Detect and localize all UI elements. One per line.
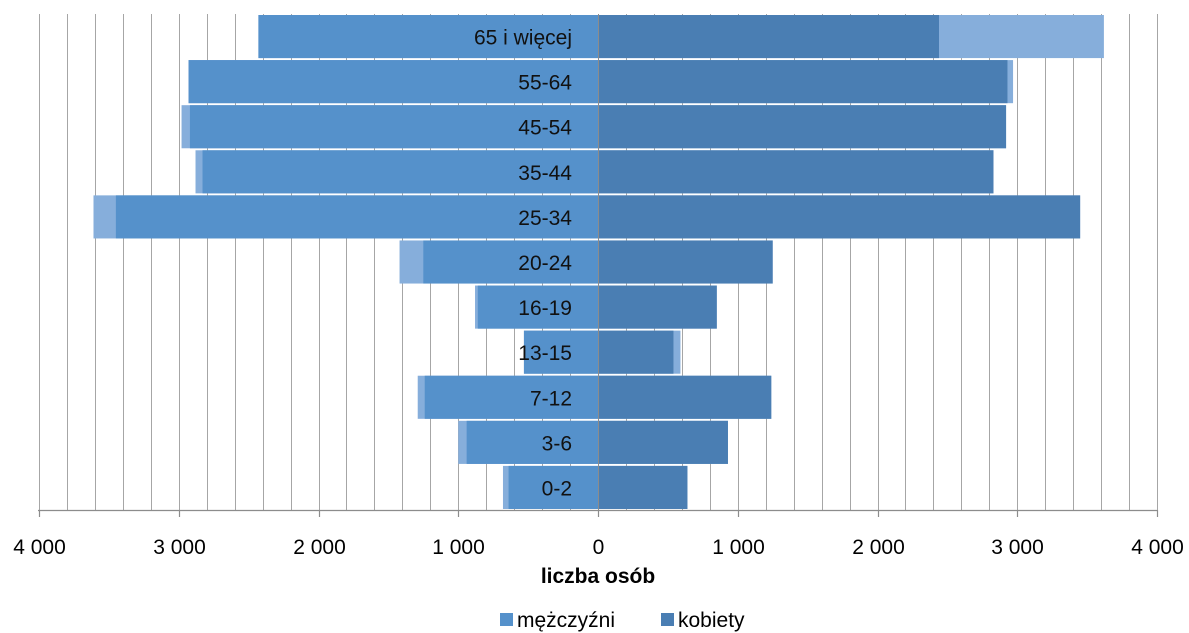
bars [93,15,1104,509]
bar-kobiety [598,465,688,509]
x-tick-label: 0 [593,536,605,559]
bar-mezczyzni [188,60,598,104]
bar-mezczyzni [423,240,598,284]
bar-mezczyzni [202,150,598,194]
bar-kobiety [598,375,772,419]
legend-swatch-mezczyzni [500,613,513,626]
bar-mezczyzni [424,375,598,419]
bar-kobiety [598,285,717,329]
x-tick-label: 3 000 [153,536,206,559]
bar-kobiety [598,105,1007,149]
bar-mezczyzni [258,15,598,59]
category-label: 3-6 [542,432,572,455]
x-tick-label: 1 000 [432,536,485,559]
bar-mezczyzni [523,330,598,374]
bar-kobiety [598,60,1008,104]
bar-mezczyzni [466,420,598,464]
category-label: 20-24 [518,252,572,275]
x-tick-label: 3 000 [991,536,1044,559]
legend-label-kobiety: kobiety [678,609,745,632]
x-tick-label: 4 000 [1131,536,1184,559]
bar-kobiety [598,330,674,374]
bar-kobiety [598,240,773,284]
bar-kobiety [598,150,994,194]
category-label: 55-64 [518,72,572,95]
bar-mezczyzni [115,195,599,239]
bar-mezczyzni [189,105,598,149]
category-label: 13-15 [518,342,572,365]
category-label: 25-34 [518,207,572,230]
bar-kobiety [598,195,1081,239]
bar-kobiety [598,15,939,59]
category-label: 65 i więcej [474,27,572,50]
x-axis: 4 000 3 000 2 000 1 000 0 1 000 2 000 3 000 4 00… [13,14,1184,559]
x-tick-label: 4 000 [13,536,66,559]
category-label: 7-12 [530,387,572,410]
x-tick-label: 2 000 [293,536,346,559]
x-tick-label: 1 000 [712,536,765,559]
legend-swatch-kobiety [661,613,674,626]
bar-mezczyzni [508,465,598,509]
category-label: 16-19 [518,297,572,320]
legend-label-mezczyzni: mężczyźni [517,609,615,632]
category-labels: 0-2 3-6 7-12 13-15 16-19 20-24 25-34 35-44 45-54… [474,27,572,501]
legend: mężczyźni kobiety [500,609,745,632]
category-label: 45-54 [518,117,572,140]
x-tick-label: 2 000 [852,536,905,559]
bar-mezczyzni [477,285,598,329]
bar-kobiety [598,420,728,464]
category-label: 0-2 [542,477,572,500]
x-axis-title: liczba osób [541,565,655,588]
category-label: 35-44 [518,162,572,185]
